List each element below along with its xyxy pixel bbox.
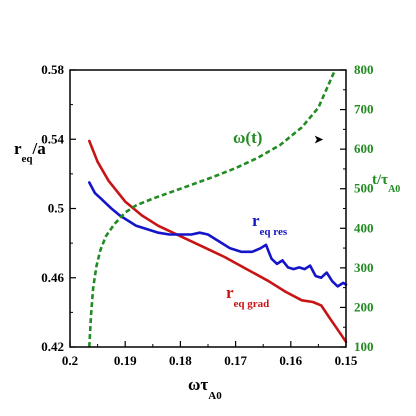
y-left-tick-label: 0.58 — [41, 62, 64, 77]
y-right-axis-title: t/τA0 — [372, 172, 400, 195]
y-right-tick-label: 400 — [354, 220, 374, 235]
x-axis-title: ωτA0 — [188, 375, 222, 402]
y-right-tick-label: 300 — [354, 260, 374, 275]
y-right-tick-label: 600 — [354, 141, 374, 156]
y-right-tick-label: 700 — [354, 102, 374, 117]
y-left-tick-label: 0.46 — [41, 270, 64, 285]
series-line--t- — [88, 69, 337, 348]
x-axis-ticks: 0.2 0.19 0.18 0.17 0.16 0.15 — [62, 341, 358, 368]
y-right-tick-label: 100 — [354, 339, 374, 354]
x-tick-label: 0.18 — [169, 353, 192, 368]
y-right-tick-label: 500 — [354, 181, 374, 196]
plot-frame — [69, 69, 347, 348]
x-tick-label: 0.19 — [114, 353, 137, 368]
x-tick-label: 0.2 — [62, 353, 78, 368]
y-left-tick-label: 0.5 — [48, 201, 65, 216]
omega-series-label: ω(t) — [233, 128, 262, 147]
y-right-tick-label: 200 — [354, 299, 374, 314]
arrow-icon: ➤ — [314, 134, 324, 146]
series-line-r-eq-grad — [88, 139, 348, 344]
y-right-tick-label: 800 — [354, 62, 374, 77]
right-axis-ticks: 100 200 300 400 500 600 700 800 — [340, 62, 374, 354]
x-tick-label: 0.17 — [224, 353, 247, 368]
y-left-tick-label: 0.54 — [41, 131, 64, 146]
res-series-label: req res — [252, 211, 288, 238]
y-left-axis-title: req/a — [14, 139, 46, 165]
grad-series-label: req grad — [226, 283, 269, 310]
x-tick-label: 0.16 — [279, 353, 302, 368]
x-tick-label: 0.15 — [335, 353, 358, 368]
left-axis-ticks: 0.42 0.46 0.5 0.54 0.58 — [41, 62, 76, 354]
y-left-tick-label: 0.42 — [41, 339, 64, 354]
series-line-r-eq-res — [88, 181, 348, 288]
series-layer — [88, 69, 348, 348]
